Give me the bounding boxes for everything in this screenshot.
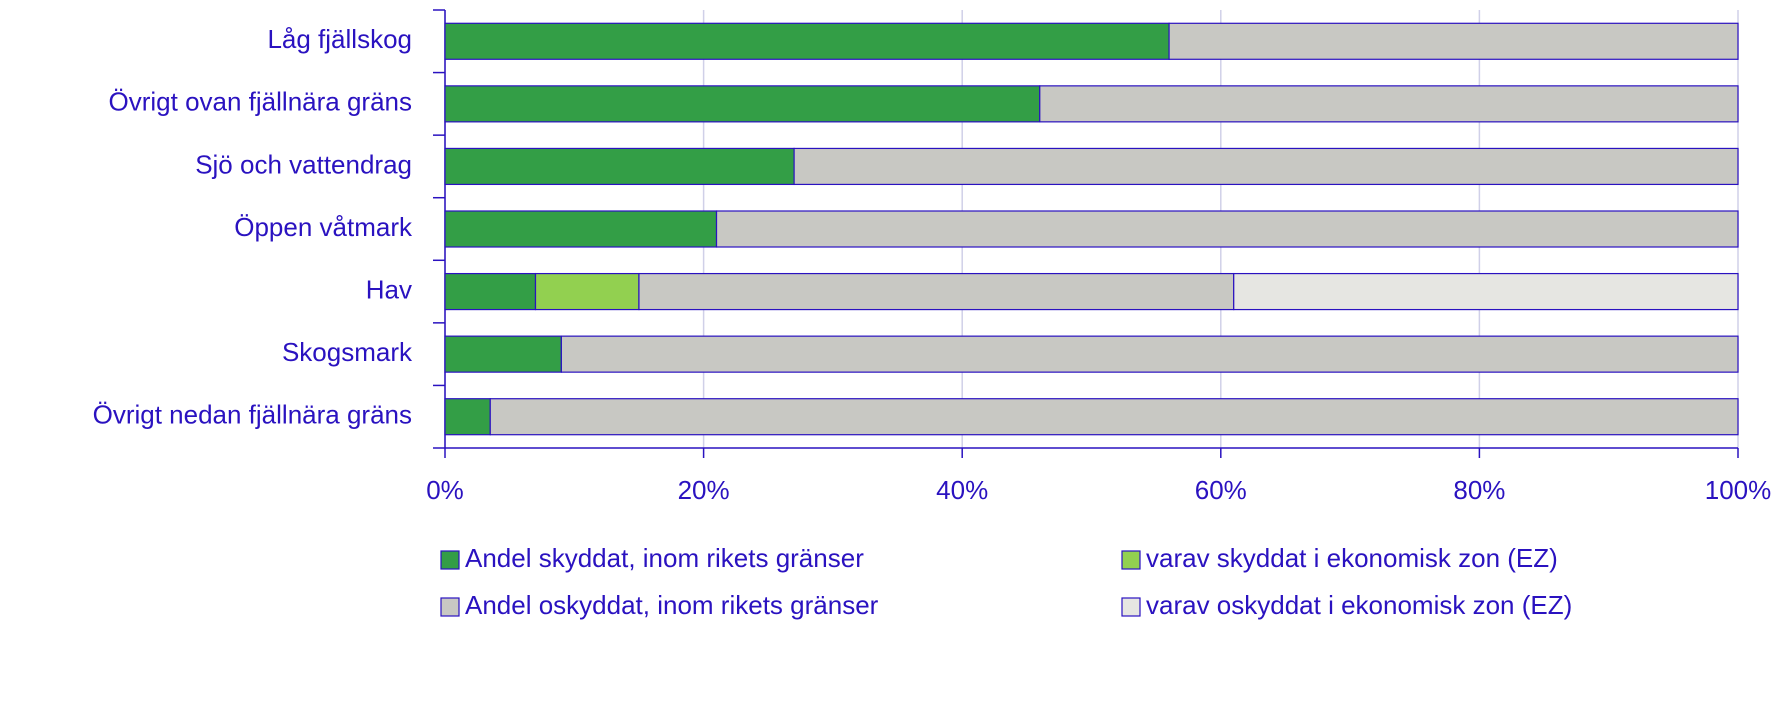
- x-tick-label: 0%: [426, 475, 464, 505]
- y-tick-label: Skogsmark: [282, 337, 413, 367]
- x-tick-label: 100%: [1705, 475, 1772, 505]
- x-tick-label: 80%: [1453, 475, 1505, 505]
- y-tick-label: Öppen våtmark: [234, 212, 413, 242]
- bar-segment: [560, 335, 1739, 373]
- bar-segment: [1233, 272, 1739, 311]
- bar-segment: [444, 147, 795, 186]
- bar-segment: [715, 210, 1739, 248]
- y-tick-label: Hav: [366, 274, 412, 304]
- legend-swatch: [1121, 550, 1141, 570]
- bar-segment: [444, 22, 1170, 60]
- legend-label: varav skyddat i ekonomisk zon (EZ): [1146, 543, 1558, 573]
- bar-segment: [1168, 22, 1739, 60]
- legend-swatch: [1121, 597, 1141, 617]
- legend-swatch: [440, 597, 460, 617]
- bar-segment: [638, 272, 1235, 311]
- y-tick-label: Övrigt nedan fjällnära gräns: [93, 400, 412, 430]
- legend-swatch: [440, 550, 460, 570]
- legend-label: Andel oskyddat, inom rikets gränser: [465, 590, 879, 620]
- x-tick-label: 40%: [936, 475, 988, 505]
- bar-segment: [534, 272, 640, 311]
- bar-segment: [444, 398, 491, 436]
- bar-segment: [444, 85, 1041, 123]
- y-tick-label: Låg fjällskog: [267, 24, 412, 54]
- y-tick-label: Övrigt ovan fjällnära gräns: [109, 87, 412, 117]
- legend-label: varav oskyddat i ekonomisk zon (EZ): [1146, 590, 1572, 620]
- bar-segment: [1039, 85, 1739, 123]
- bar-segment: [793, 147, 1739, 186]
- legend-label: Andel skyddat, inom rikets gränser: [465, 543, 864, 573]
- bar-segment: [444, 210, 718, 248]
- x-tick-label: 60%: [1195, 475, 1247, 505]
- bar-segment: [489, 398, 1739, 436]
- x-tick-label: 20%: [678, 475, 730, 505]
- y-tick-label: Sjö och vattendrag: [195, 149, 412, 179]
- bar-segment: [444, 272, 537, 311]
- bar-segment: [444, 335, 562, 373]
